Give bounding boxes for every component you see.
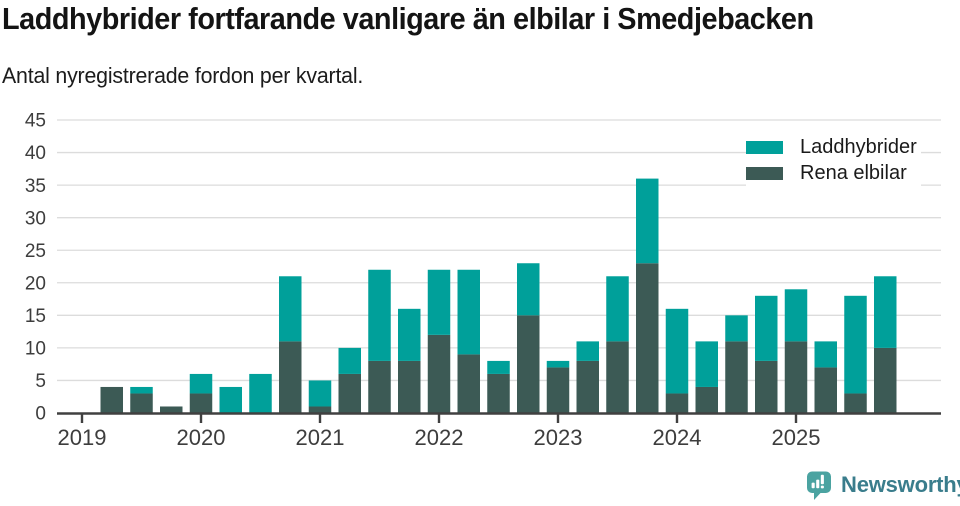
x-tick-label-2024: 2024 [653,425,702,450]
bar-rena-elbilar-2022-K3 [487,373,510,413]
bar-rena-elbilar-2025-K3 [844,393,867,413]
y-tick-label-0: 0 [35,404,46,425]
bar-rena-elbilar-2021-K1 [308,406,332,413]
bar-rena-elbilar-2024-K2 [695,386,718,413]
bar-rena-elbilar-2025-K4 [874,347,897,413]
x-tick-label-2019: 2019 [58,425,107,450]
legend-item-rena-elbilar: Rena elbilar [746,160,917,186]
y-tick-label-45: 45 [25,111,46,132]
bar-rena-elbilar-2019-K2 [100,386,123,413]
bar-laddhybrider-2022-K2 [457,269,480,355]
bar-rena-elbilar-2022-K1 [427,334,451,413]
bar-laddhybrider-2025-K2 [814,341,837,368]
y-tick-label-40: 40 [25,143,46,164]
y-tick-label-20: 20 [25,273,46,294]
bar-laddhybrider-2024-K3 [725,315,748,342]
x-tick-label-2023: 2023 [534,425,583,450]
newsworthy-bar-chart-bubble-icon [805,470,833,501]
bar-laddhybrider-2021-K4 [398,308,421,361]
bar-rena-elbilar-2020-K1 [189,393,213,413]
bar-rena-elbilar-2023-K2 [576,360,599,413]
bar-laddhybrider-2019-K3 [130,386,153,394]
bar-laddhybrider-2025-K4 [874,276,897,348]
bar-rena-elbilar-2025-K2 [814,367,837,413]
bar-laddhybrider-2020-K3 [249,373,272,413]
bar-laddhybrider-2025-K1 [784,289,808,342]
bar-laddhybrider-2024-K1 [665,308,689,394]
y-tick-label-5: 5 [35,371,46,392]
page-title: Laddhybrider fortfarande vanligare än el… [2,1,814,36]
legend-swatch-rena-elbilar [746,166,783,180]
legend-label-laddhybrider: Laddhybrider [800,135,917,158]
bar-rena-elbilar-2024-K1 [665,393,689,413]
bar-laddhybrider-2022-K3 [487,360,510,374]
x-tick-label-2025: 2025 [772,425,821,450]
bar-rena-elbilar-2023-K3 [606,341,629,413]
bar-rena-elbilar-2022-K2 [457,354,480,413]
bar-laddhybrider-2023-K4 [636,178,659,264]
newsworthy-logo[interactable]: Newsworthy [805,470,960,501]
bar-laddhybrider-2020-K1 [189,373,213,394]
bar-rena-elbilar-2023-K1 [546,367,570,413]
y-tick-label-30: 30 [25,208,46,229]
bar-rena-elbilar-2021-K2 [338,373,361,413]
chart-subtitle: Antal nyregistrerade fordon per kvartal. [2,63,364,88]
bar-rena-elbilar-2021-K4 [398,360,421,413]
legend-item-laddhybrider: Laddhybrider [746,134,917,160]
y-tick-label-35: 35 [25,176,46,197]
chart-legend: Laddhybrider Rena elbilar [746,134,921,186]
bar-laddhybrider-2020-K4 [279,276,302,342]
bar-rena-elbilar-2024-K3 [725,341,748,413]
bar-laddhybrider-2020-K2 [219,386,242,413]
x-tick-label-2021: 2021 [296,425,345,450]
bar-laddhybrider-2021-K1 [308,380,332,407]
bar-laddhybrider-2025-K3 [844,295,867,394]
bar-laddhybrider-2023-K3 [606,276,629,342]
legend-swatch-laddhybrider [746,140,783,154]
newsworthy-brand-text: Newsworthy [841,472,960,497]
x-tick-label-2020: 2020 [177,425,226,450]
bar-rena-elbilar-2025-K1 [784,341,808,413]
bar-rena-elbilar-2019-K3 [130,393,153,413]
x-tick-label-2022: 2022 [415,425,464,450]
y-tick-label-15: 15 [25,306,46,327]
bar-rena-elbilar-2020-K4 [279,341,302,413]
bar-rena-elbilar-2021-K3 [368,360,391,413]
bar-laddhybrider-2024-K4 [755,295,778,361]
legend-label-rena-elbilar: Rena elbilar [800,161,907,184]
bar-rena-elbilar-2024-K4 [755,360,778,413]
bar-laddhybrider-2021-K3 [368,269,391,361]
bar-laddhybrider-2023-K1 [546,360,570,368]
bar-laddhybrider-2024-K2 [695,341,718,387]
bar-rena-elbilar-2019-K4 [160,406,183,413]
bar-rena-elbilar-2023-K4 [636,263,659,413]
bar-rena-elbilar-2022-K4 [517,315,540,413]
bar-laddhybrider-2022-K1 [427,269,451,335]
bar-laddhybrider-2023-K2 [576,341,599,361]
bar-laddhybrider-2021-K2 [338,347,361,374]
y-tick-label-10: 10 [25,339,46,360]
bar-laddhybrider-2022-K4 [517,263,540,316]
y-tick-label-25: 25 [25,241,46,262]
